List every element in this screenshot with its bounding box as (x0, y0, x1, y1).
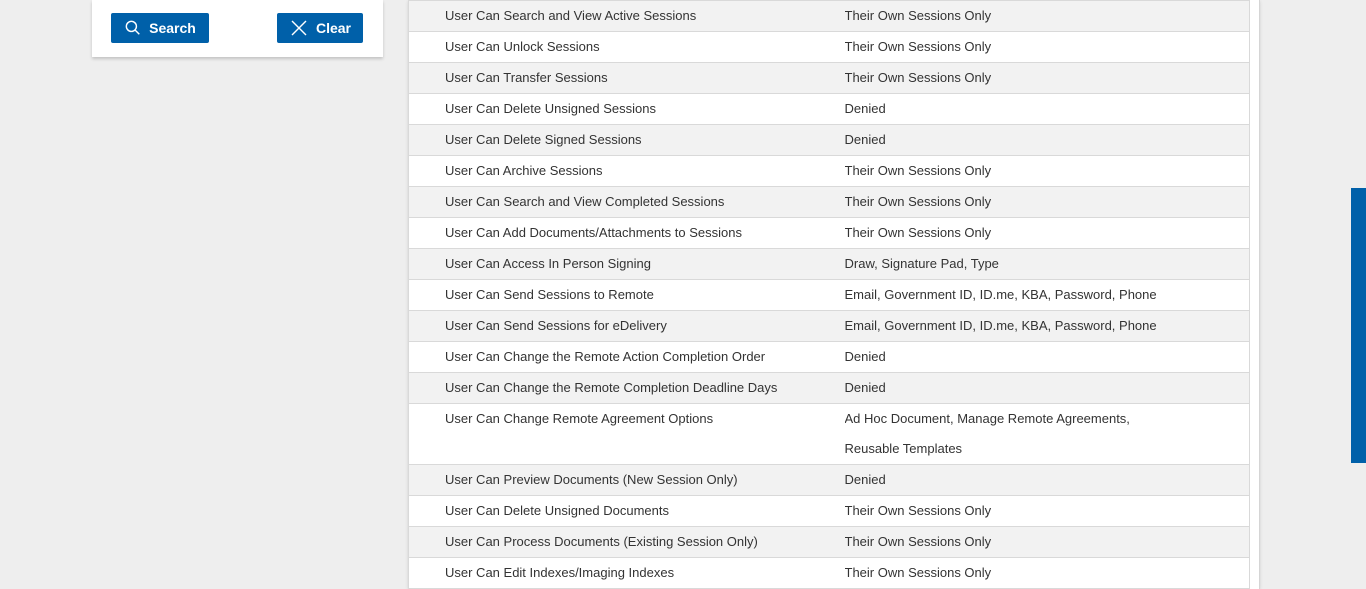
permission-value: Denied (844, 341, 1250, 373)
search-filter-panel: Search Clear (92, 0, 383, 57)
table-row: User Can Delete Unsigned Documents Their … (408, 495, 1250, 527)
table-row: User Can Change the Remote Action Comple… (408, 341, 1250, 373)
table-row: User Can Search and View Completed Sessi… (408, 186, 1250, 218)
permission-value: Their Own Sessions Only (844, 557, 1250, 589)
table-row: User Can Send Sessions for eDelivery Emai… (408, 310, 1250, 342)
permission-name: User Can Delete Unsigned Sessions (408, 93, 845, 125)
table-row: User Can Delete Unsigned Sessions Denied (408, 93, 1250, 125)
permission-value: Their Own Sessions Only (844, 155, 1250, 187)
permission-name: User Can Add Documents/Attachments to Se… (408, 217, 845, 249)
table-row: User Can Transfer Sessions Their Own Sess… (408, 62, 1250, 94)
table-row: User Can Process Documents (Existing Ses… (408, 526, 1250, 558)
search-icon (124, 19, 142, 37)
clear-button-label: Clear (315, 20, 352, 36)
permission-value: Their Own Sessions Only (844, 62, 1250, 94)
permission-name: User Can Delete Signed Sessions (408, 124, 845, 156)
permission-name: User Can Preview Documents (New Session … (408, 464, 845, 496)
permission-name: User Can Change Remote Agreement Options (408, 403, 845, 465)
permissions-table: User Can Search and View Active Sessions… (408, 0, 1250, 589)
table-row: User Can Change the Remote Completion De… (408, 372, 1250, 404)
permission-value: Their Own Sessions Only (844, 217, 1250, 249)
clear-x-icon (289, 18, 309, 38)
search-button[interactable]: Search (111, 13, 209, 43)
table-row: User Can Search and View Active Sessions… (408, 0, 1250, 32)
permissions-table-body: User Can Search and View Active Sessions… (408, 0, 1250, 589)
permission-value: Email, Government ID, ID.me, KBA, Passwo… (844, 279, 1250, 311)
permission-name: User Can Unlock Sessions (408, 31, 845, 63)
permission-value: Denied (844, 464, 1250, 496)
search-button-label: Search (149, 20, 196, 36)
permission-name: User Can Access In Person Signing (408, 248, 845, 280)
table-row: User Can Send Sessions to Remote Email, G… (408, 279, 1250, 311)
permission-value: Denied (844, 124, 1250, 156)
permission-name: User Can Process Documents (Existing Ses… (408, 526, 845, 558)
permission-value: Draw, Signature Pad, Type (844, 248, 1250, 280)
permission-name: User Can Send Sessions to Remote (408, 279, 845, 311)
clear-button[interactable]: Clear (277, 13, 363, 43)
table-row: User Can Archive Sessions Their Own Sessi… (408, 155, 1250, 187)
permission-value: Denied (844, 93, 1250, 125)
permission-value: Their Own Sessions Only (844, 186, 1250, 218)
permission-name: User Can Delete Unsigned Documents (408, 495, 845, 527)
table-row: User Can Preview Documents (New Session … (408, 464, 1250, 496)
permission-name: User Can Send Sessions for eDelivery (408, 310, 845, 342)
table-row: User Can Access In Person Signing Draw, S… (408, 248, 1250, 280)
table-row: User Can Edit Indexes/Imaging Indexes The… (408, 557, 1250, 589)
permission-value: Their Own Sessions Only (844, 495, 1250, 527)
permission-name: User Can Archive Sessions (408, 155, 845, 187)
permission-value: Their Own Sessions Only (844, 31, 1250, 63)
permissions-card: User Can Search and View Active Sessions… (408, 0, 1260, 589)
scrollbar-thumb[interactable] (1351, 188, 1366, 463)
permission-value: Email, Government ID, ID.me, KBA, Passwo… (844, 310, 1250, 342)
permission-name: User Can Change the Remote Completion De… (408, 372, 845, 404)
table-row: User Can Change Remote Agreement Options… (408, 403, 1250, 465)
table-row: User Can Add Documents/Attachments to Se… (408, 217, 1250, 249)
permission-value: Their Own Sessions Only (844, 0, 1250, 32)
permission-name: User Can Change the Remote Action Comple… (408, 341, 845, 373)
table-row: User Can Delete Signed Sessions Denied (408, 124, 1250, 156)
permission-name: User Can Search and View Active Sessions (408, 0, 845, 32)
permission-value: Their Own Sessions Only (844, 526, 1250, 558)
permission-value: Ad Hoc Document, Manage Remote Agreement… (844, 403, 1250, 465)
table-row: User Can Unlock Sessions Their Own Sessio… (408, 31, 1250, 63)
permission-name: User Can Edit Indexes/Imaging Indexes (408, 557, 845, 589)
permission-name: User Can Transfer Sessions (408, 62, 845, 94)
permission-name: User Can Search and View Completed Sessi… (408, 186, 845, 218)
permission-value: Denied (844, 372, 1250, 404)
